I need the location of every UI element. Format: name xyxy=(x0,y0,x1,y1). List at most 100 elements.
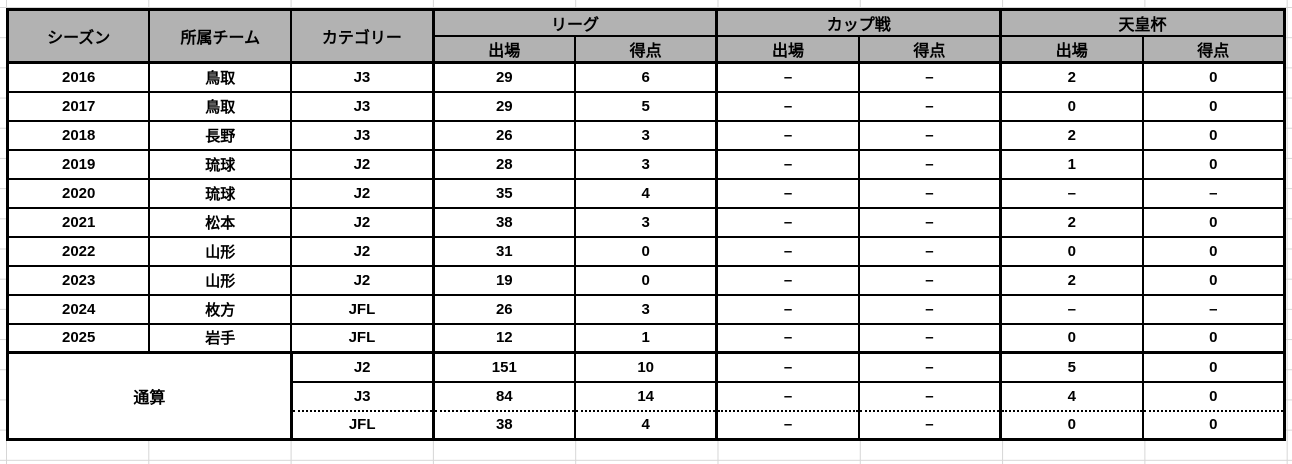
total-emperors-cup-apps-cell: 4 xyxy=(999,380,1144,412)
category-cell: J3 xyxy=(290,119,435,151)
category-cell: J2 xyxy=(290,206,435,238)
emperors-cup-apps-cell: 0 xyxy=(999,235,1144,267)
col-header-category: カテゴリー xyxy=(290,8,435,64)
league-apps-cell: 29 xyxy=(431,90,576,122)
league-goals-cell: 3 xyxy=(574,148,718,180)
total-league-apps-cell: 151 xyxy=(431,351,576,383)
emperors-cup-goals-cell: 0 xyxy=(1141,206,1286,238)
stats-table-totals: 通算 J2 151 10– –5 0 J3 84 14– –4 0 JFL 38 4– –0 0 xyxy=(6,351,1286,441)
emperors-cup-goals-cell: 0 xyxy=(1141,61,1286,93)
cup-goals-cell: – xyxy=(857,322,1002,354)
total-emperors-cup-apps-cell: 0 xyxy=(999,409,1144,441)
league-apps-cell: 38 xyxy=(431,206,576,238)
totals-row: JFL 38 4– –0 0 xyxy=(8,409,1286,441)
col-header-emperors-cup-apps: 出場 xyxy=(999,35,1144,64)
emperors-cup-apps-cell: 0 xyxy=(999,90,1144,122)
league-goals-cell: 0 xyxy=(574,264,718,296)
col-header-emperors-cup: 天皇杯 xyxy=(999,8,1286,37)
cup-goals-cell: – xyxy=(857,264,1002,296)
total-league-apps-cell: 84 xyxy=(431,380,576,412)
season-row: 2020 琉球 J2 35 4– – – – xyxy=(6,177,1286,209)
cup-goals-cell: – xyxy=(857,235,1002,267)
season-cell: 2021 xyxy=(6,206,151,238)
cup-goals-cell: – xyxy=(857,119,1002,151)
league-apps-cell: 29 xyxy=(431,61,576,93)
league-apps-cell: 31 xyxy=(431,235,576,267)
emperors-cup-goals-cell: 0 xyxy=(1141,148,1286,180)
total-cup-goals-cell: – xyxy=(857,351,1002,383)
career-stats-table: シーズン 所属チーム カテゴリー リーグ カップ戦 天皇杯 出場 得点 出場 得… xyxy=(6,8,1286,441)
category-cell: J2 xyxy=(290,148,435,180)
cup-apps-cell: – xyxy=(715,177,860,209)
cup-apps-cell: – xyxy=(715,293,860,325)
league-apps-cell: 19 xyxy=(431,264,576,296)
season-cell: 2024 xyxy=(6,293,151,325)
col-header-season: シーズン xyxy=(6,8,151,64)
cup-apps-cell: – xyxy=(715,322,860,354)
category-cell: J3 xyxy=(290,61,435,93)
total-emperors-cup-goals-cell: 0 xyxy=(1141,380,1286,412)
league-apps-cell: 28 xyxy=(431,148,576,180)
cup-apps-cell: – xyxy=(715,90,860,122)
stats-table-header: シーズン 所属チーム カテゴリー リーグ カップ戦 天皇杯 出場 得点 出場 得… xyxy=(6,8,1286,64)
cup-apps-cell: – xyxy=(715,235,860,267)
col-header-cup-apps: 出場 xyxy=(715,35,860,64)
season-row: 2023 山形 J2 19 0– –2 0 xyxy=(6,264,1286,296)
league-goals-cell: 1 xyxy=(574,322,718,354)
season-row: 2025 岩手 JFL 12 1– –0 0 xyxy=(6,322,1286,354)
season-cell: 2022 xyxy=(6,235,151,267)
team-cell: 琉球 xyxy=(148,148,293,180)
team-cell: 長野 xyxy=(148,119,293,151)
emperors-cup-goals-cell: 0 xyxy=(1141,322,1286,354)
team-cell: 琉球 xyxy=(148,177,293,209)
season-cell: 2018 xyxy=(6,119,151,151)
emperors-cup-apps-cell: 2 xyxy=(999,264,1144,296)
emperors-cup-goals-cell: 0 xyxy=(1141,119,1286,151)
cup-goals-cell: – xyxy=(857,148,1002,180)
total-league-goals-cell: 10 xyxy=(574,351,718,383)
col-header-emperors-cup-goals: 得点 xyxy=(1141,35,1286,64)
category-cell: J2 xyxy=(290,235,435,267)
team-cell: 枚方 xyxy=(148,293,293,325)
total-emperors-cup-apps-cell: 5 xyxy=(999,351,1144,383)
league-goals-cell: 0 xyxy=(574,235,718,267)
stats-table-body: 2016 鳥取 J3 29 6– –2 0 2017 鳥取 J3 29 5– –0 0 2018 長野 J3 26… xyxy=(6,61,1286,354)
emperors-cup-goals-cell: 0 xyxy=(1141,264,1286,296)
category-cell: J2 xyxy=(290,177,435,209)
league-apps-cell: 26 xyxy=(431,293,576,325)
emperors-cup-apps-cell: 0 xyxy=(999,322,1144,354)
season-cell: 2017 xyxy=(6,90,151,122)
league-goals-cell: 3 xyxy=(574,293,718,325)
league-apps-cell: 26 xyxy=(431,119,576,151)
season-row: 2022 山形 J2 31 0– –0 0 xyxy=(6,235,1286,267)
total-cup-apps-cell: – xyxy=(715,409,860,441)
total-league-goals-cell: 4 xyxy=(574,409,718,441)
season-cell: 2023 xyxy=(6,264,151,296)
total-league-goals-cell: 14 xyxy=(574,380,718,412)
season-row: 2019 琉球 J2 28 3– –1 0 xyxy=(6,148,1286,180)
total-league-apps-cell: 38 xyxy=(431,409,576,441)
col-header-league-apps: 出場 xyxy=(431,35,576,64)
season-row: 2024 枚方 JFL 26 3– – – – xyxy=(6,293,1286,325)
cup-goals-cell: – xyxy=(857,206,1002,238)
emperors-cup-apps-cell: 2 xyxy=(999,206,1144,238)
col-header-league-goals: 得点 xyxy=(574,35,718,64)
team-cell: 岩手 xyxy=(148,322,293,354)
season-cell: 2020 xyxy=(6,177,151,209)
emperors-cup-apps-cell: 1 xyxy=(999,148,1144,180)
cup-apps-cell: – xyxy=(715,148,860,180)
header-row-sub: 出場 得点 出場 得点 出場 得点 xyxy=(8,35,1286,64)
season-row: 2017 鳥取 J3 29 5– –0 0 xyxy=(6,90,1286,122)
team-cell: 鳥取 xyxy=(148,90,293,122)
emperors-cup-apps-cell: – xyxy=(999,177,1144,209)
total-category-cell: J3 xyxy=(289,380,435,412)
cup-apps-cell: – xyxy=(715,61,860,93)
season-cell: 2016 xyxy=(6,61,151,93)
total-category-cell: JFL xyxy=(289,409,435,441)
totals-row: 通算 J2 151 10– –5 0 xyxy=(6,351,1286,441)
category-cell: JFL xyxy=(290,322,435,354)
cup-apps-cell: – xyxy=(715,206,860,238)
league-goals-cell: 3 xyxy=(574,206,718,238)
team-cell: 山形 xyxy=(148,264,293,296)
